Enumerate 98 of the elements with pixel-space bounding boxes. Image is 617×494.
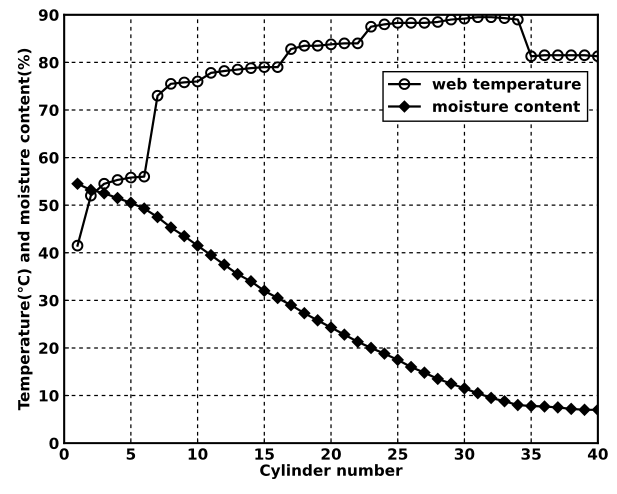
point xyxy=(205,67,217,79)
point xyxy=(138,202,150,214)
x-tick-label: 5 xyxy=(126,448,136,460)
point xyxy=(365,20,377,33)
x-tick-label: 20 xyxy=(322,448,341,460)
point xyxy=(192,76,204,88)
point xyxy=(565,402,578,415)
point xyxy=(352,38,364,50)
point xyxy=(218,258,230,271)
point xyxy=(272,61,284,74)
point xyxy=(98,187,110,200)
point xyxy=(165,78,177,90)
point xyxy=(245,275,257,288)
point xyxy=(285,299,297,311)
point xyxy=(578,49,590,62)
point xyxy=(312,40,324,52)
point xyxy=(84,184,97,196)
y-tick-label: 10 xyxy=(40,390,59,402)
x-tick-label: 25 xyxy=(388,448,408,460)
point xyxy=(178,76,190,88)
point xyxy=(312,314,324,326)
point xyxy=(365,342,377,354)
point xyxy=(525,50,537,62)
point xyxy=(338,38,350,50)
y-tick-label: 40 xyxy=(38,247,59,259)
point xyxy=(445,378,457,390)
x-tick-label: 15 xyxy=(255,448,274,460)
point xyxy=(392,17,404,29)
point xyxy=(124,196,137,209)
point xyxy=(392,354,404,366)
point xyxy=(112,192,124,204)
point xyxy=(418,366,430,379)
point xyxy=(285,43,297,55)
point xyxy=(232,64,244,76)
point xyxy=(72,178,84,190)
point xyxy=(98,178,110,190)
point xyxy=(298,40,310,52)
y-tick-label: 30 xyxy=(39,294,59,306)
point xyxy=(152,211,164,223)
point xyxy=(245,62,257,74)
y-tick-label: 0 xyxy=(49,438,59,450)
point xyxy=(112,174,124,186)
x-tick-label: 0 xyxy=(60,448,69,460)
point xyxy=(538,49,550,62)
point xyxy=(552,402,564,414)
y-axis-title: Temperature(℃) and moisture content(%) xyxy=(18,48,32,410)
point xyxy=(418,17,430,29)
legend-label: moisture content xyxy=(433,100,580,112)
legend-label: web temperature xyxy=(432,78,581,93)
point xyxy=(512,399,524,411)
x-tick-label: 30 xyxy=(454,448,474,460)
point xyxy=(352,336,364,348)
point xyxy=(325,322,337,334)
y-tick-label: 60 xyxy=(38,152,59,164)
point xyxy=(432,16,444,28)
point xyxy=(552,49,564,62)
point xyxy=(538,400,550,412)
point xyxy=(338,328,350,340)
x-tick-label: 35 xyxy=(522,448,541,460)
point xyxy=(152,90,164,102)
y-tick-label: 80 xyxy=(38,56,59,68)
x-tick-label: 10 xyxy=(188,448,208,460)
point xyxy=(232,268,244,280)
point xyxy=(458,382,470,394)
point xyxy=(138,170,150,182)
point xyxy=(258,61,270,74)
point xyxy=(258,284,270,297)
point xyxy=(512,14,524,26)
point xyxy=(125,172,137,184)
point xyxy=(472,387,484,400)
point xyxy=(485,392,498,404)
point xyxy=(205,249,217,262)
x-tick-label: 40 xyxy=(588,448,608,460)
point xyxy=(298,307,310,320)
point xyxy=(378,18,390,30)
point xyxy=(405,361,417,373)
y-tick-label: 20 xyxy=(39,342,59,354)
point xyxy=(165,222,177,234)
y-tick-label: 90 xyxy=(38,9,59,21)
point xyxy=(218,65,230,77)
y-tick-label: 50 xyxy=(39,200,59,212)
point xyxy=(578,404,590,416)
point xyxy=(405,17,417,29)
point xyxy=(325,38,337,50)
point xyxy=(432,372,444,385)
point xyxy=(445,14,457,26)
point xyxy=(498,395,510,408)
point xyxy=(525,400,538,412)
point xyxy=(72,240,84,252)
y-tick-label: 70 xyxy=(39,104,59,116)
point xyxy=(178,230,190,242)
x-axis-title: Cylinder number xyxy=(260,464,403,480)
point xyxy=(272,292,284,304)
point xyxy=(498,14,510,24)
point xyxy=(192,240,204,252)
point xyxy=(565,49,578,62)
point xyxy=(458,14,470,24)
point xyxy=(378,348,390,360)
